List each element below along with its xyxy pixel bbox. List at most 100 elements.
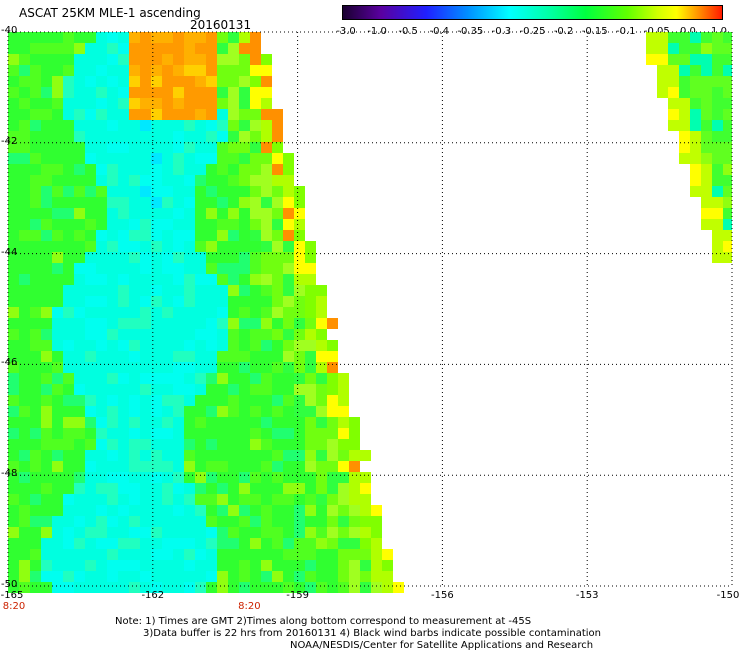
swath-cell [151,417,162,428]
swath-cell [217,98,228,109]
swath-cell [195,340,206,351]
swath-cell [30,131,41,142]
swath-cell [151,505,162,516]
swath-cell [52,351,63,362]
swath-cell [96,197,107,208]
swath-cell [85,417,96,428]
swath-cell [217,384,228,395]
swath-cell [250,197,261,208]
swath-cell [129,32,140,43]
swath-cell [272,461,283,472]
swath-cell [41,54,52,65]
swath-cell [723,32,732,43]
swath-cell [272,318,283,329]
swath-cell [195,285,206,296]
swath-cell [723,164,732,175]
swath-cell [228,274,239,285]
swath-cell [151,483,162,494]
swath-cell [85,65,96,76]
swath-cell [140,417,151,428]
swath-cell [679,54,690,65]
swath-cell [85,296,96,307]
swath-cell [250,549,261,560]
swath-cell [250,164,261,175]
swath-cell [195,351,206,362]
swath-cell [8,219,19,230]
swath-cell [151,560,162,571]
swath-cell [184,571,195,582]
swath-cell [283,395,294,406]
swath-cell [360,571,371,582]
swath-cell [107,472,118,483]
swath-cell [30,307,41,318]
swath-cell [327,439,338,450]
swath-cell [52,175,63,186]
swath-cell [294,527,305,538]
color-scale-label: -1.0 [367,26,387,37]
swath-cell [85,582,96,593]
swath-cell [228,98,239,109]
swath-cell [8,538,19,549]
swath-cell [118,549,129,560]
swath-cell [85,230,96,241]
swath-cell [712,43,723,54]
swath-cell [173,142,184,153]
swath-cell [129,109,140,120]
swath-cell [184,318,195,329]
swath-cell [162,505,173,516]
swath-cell [261,164,272,175]
swath-cell [162,164,173,175]
swath-cell [723,76,732,87]
swath-cell [250,384,261,395]
swath-cell [250,516,261,527]
swath-cell [283,318,294,329]
swath-cell [8,428,19,439]
swath-cell [239,54,250,65]
swath-cell [41,494,52,505]
swath-cell [250,230,261,241]
swath-cell [184,527,195,538]
swath-cell [250,406,261,417]
swath-cell [206,549,217,560]
swath-cell [107,461,118,472]
swath-cell [118,384,129,395]
swath-cell [261,274,272,285]
swath-cell [41,549,52,560]
swath-cell [63,197,74,208]
swath-cell [96,153,107,164]
swath-cell [701,120,712,131]
swath-cell [206,307,217,318]
swath-cell [239,362,250,373]
swath-cell [239,65,250,76]
swath-cell [206,65,217,76]
swath-cell [327,450,338,461]
swath-cell [129,450,140,461]
swath-cell [19,505,30,516]
swath-cell [250,307,261,318]
swath-cell [8,516,19,527]
swath-cell [129,549,140,560]
swath-cell [96,32,107,43]
swath-cell [261,362,272,373]
swath-cell [30,538,41,549]
swath-cell [41,560,52,571]
swath-cell [85,494,96,505]
swath-cell [96,472,107,483]
swath-cell [228,461,239,472]
swath-cell [250,362,261,373]
swath-cell [162,318,173,329]
swath-cell [184,516,195,527]
swath-cell [140,252,151,263]
swath-cell [140,340,151,351]
swath-cell [239,505,250,516]
swath-cell [63,483,74,494]
swath-cell [217,406,228,417]
swath-cell [173,175,184,186]
swath-cell [118,406,129,417]
swath-cell [85,54,96,65]
swath-cell [52,362,63,373]
swath-cell [19,175,30,186]
swath-cell [184,538,195,549]
swath-cell [8,329,19,340]
swath-cell [184,153,195,164]
